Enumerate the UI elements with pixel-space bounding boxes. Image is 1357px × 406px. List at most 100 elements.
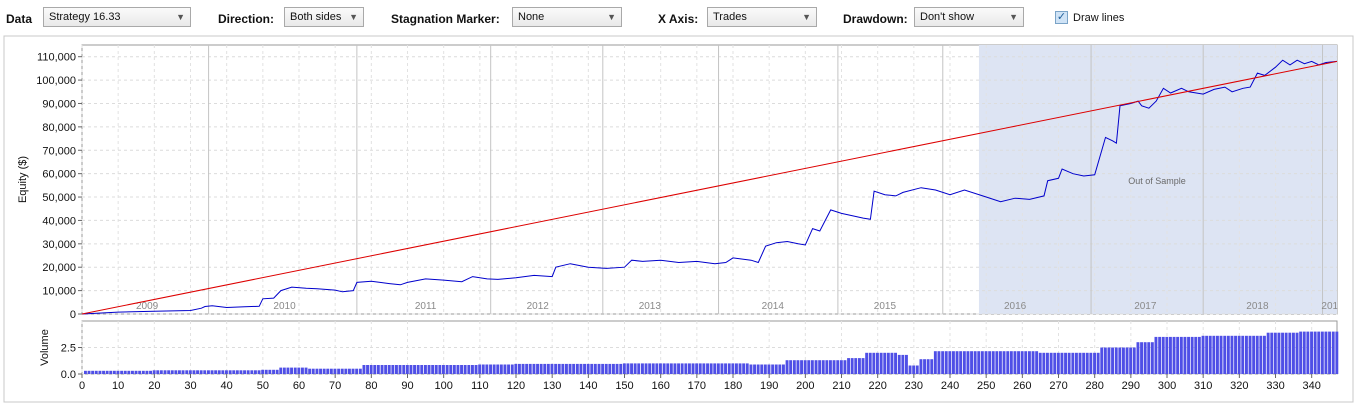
volume-bar — [98, 370, 102, 374]
volume-bar — [1147, 342, 1151, 374]
volume-bar — [409, 365, 413, 374]
volume-bar — [210, 370, 214, 374]
volume-bar — [930, 359, 934, 374]
volume-bar — [225, 370, 228, 374]
volume-bar — [861, 358, 865, 374]
chevron-down-icon: ▼ — [802, 12, 811, 22]
volume-bar — [1013, 351, 1017, 374]
volume-bar — [257, 370, 261, 374]
volume-bar — [315, 368, 319, 374]
volume-bar — [340, 368, 344, 374]
volume-bar — [1299, 331, 1303, 374]
x-tick-label: 120 — [507, 380, 525, 392]
volume-bar — [518, 363, 521, 374]
volume-bar — [1150, 342, 1154, 374]
data-label: Data — [6, 12, 33, 26]
volume-bar — [669, 363, 673, 374]
volume-bar — [749, 364, 753, 374]
volume-bar — [94, 370, 98, 374]
volume-bar — [980, 351, 984, 374]
direction-select[interactable]: Both sides ▼ — [284, 7, 364, 27]
x-tick-label: 220 — [868, 380, 886, 392]
volume-bar — [803, 360, 807, 374]
x-tick-label: 230 — [905, 380, 923, 392]
volume-bar — [970, 351, 973, 374]
drawdown-select[interactable]: Don't show ▼ — [914, 7, 1024, 27]
volume-bar — [145, 370, 149, 374]
x-tick-label: 300 — [1158, 380, 1176, 392]
volume-bar — [1183, 336, 1187, 374]
volume-bar — [644, 363, 648, 374]
chevron-down-icon: ▼ — [349, 12, 358, 22]
volume-bar — [254, 370, 257, 374]
volume-bar — [659, 363, 662, 374]
volume-bar — [1292, 332, 1295, 374]
volume-bar — [1187, 336, 1190, 374]
volume-bar — [713, 363, 717, 374]
direction-select-value: Both sides — [290, 11, 342, 23]
volume-bar — [1281, 332, 1284, 374]
volume-bar — [290, 367, 293, 374]
volume-bar — [398, 365, 402, 374]
volume-bar — [876, 352, 879, 374]
draw-lines-label[interactable]: Draw lines — [1073, 12, 1125, 24]
volume-bar — [1190, 336, 1194, 374]
volume-bar — [680, 363, 684, 374]
volume-bar — [261, 369, 265, 374]
x-tick-label: 190 — [760, 380, 778, 392]
year-label: 2015 — [874, 301, 897, 312]
volume-bar — [362, 365, 366, 374]
volume-bar — [753, 364, 756, 374]
volume-bar — [579, 363, 583, 374]
volume-bar — [546, 363, 550, 374]
volume-bar — [897, 354, 901, 374]
volume-bar — [492, 364, 496, 374]
volume-bar — [550, 363, 554, 374]
volume-bar — [286, 367, 290, 374]
volume-bar — [944, 351, 948, 374]
volume-bar — [402, 365, 406, 374]
volume-axis-label: Volume — [39, 329, 51, 366]
volume-bar — [923, 359, 926, 374]
volume-bar — [543, 363, 547, 374]
volume-bar — [152, 370, 156, 374]
volume-bar — [962, 351, 966, 374]
out-of-sample-label: Out of Sample — [1128, 176, 1186, 186]
volume-bar — [163, 370, 167, 374]
volume-bar — [301, 367, 304, 374]
volume-bar — [275, 369, 279, 374]
volume-bar — [662, 363, 666, 374]
volume-bar — [973, 351, 977, 374]
volume-bar — [847, 358, 850, 374]
volume-bar — [872, 352, 876, 374]
volume-bar — [84, 370, 87, 374]
volume-bar — [1335, 331, 1339, 374]
volume-bar — [984, 351, 988, 374]
volume-bar — [572, 363, 576, 374]
volume-bar — [304, 367, 308, 374]
data-select[interactable]: Strategy 16.33 ▼ — [43, 7, 191, 27]
volume-bar — [510, 364, 514, 374]
volume-bar — [604, 363, 608, 374]
volume-bar — [630, 363, 633, 374]
volume-bar — [384, 365, 388, 374]
volume-bar — [999, 351, 1002, 374]
volume-bar — [217, 370, 221, 374]
volume-bar — [449, 365, 453, 374]
volume-bar — [434, 365, 438, 374]
volume-bar — [1114, 347, 1118, 374]
volume-bar — [1161, 336, 1165, 374]
volume-bar — [912, 365, 916, 374]
draw-lines-checkbox[interactable]: ✓ — [1055, 11, 1068, 24]
volume-bar — [1103, 347, 1107, 374]
volume-bar — [1320, 331, 1324, 374]
x-tick-label: 330 — [1266, 380, 1284, 392]
volume-bar — [456, 365, 460, 374]
xaxis-select[interactable]: Trades ▼ — [707, 7, 817, 27]
volume-bar — [235, 370, 239, 374]
volume-bar — [832, 360, 836, 374]
y-tick-label: 100,000 — [36, 75, 76, 87]
volume-bar — [308, 368, 312, 374]
equity-axis-label: Equity ($) — [17, 156, 29, 203]
stagnation-select[interactable]: None ▼ — [512, 7, 622, 27]
